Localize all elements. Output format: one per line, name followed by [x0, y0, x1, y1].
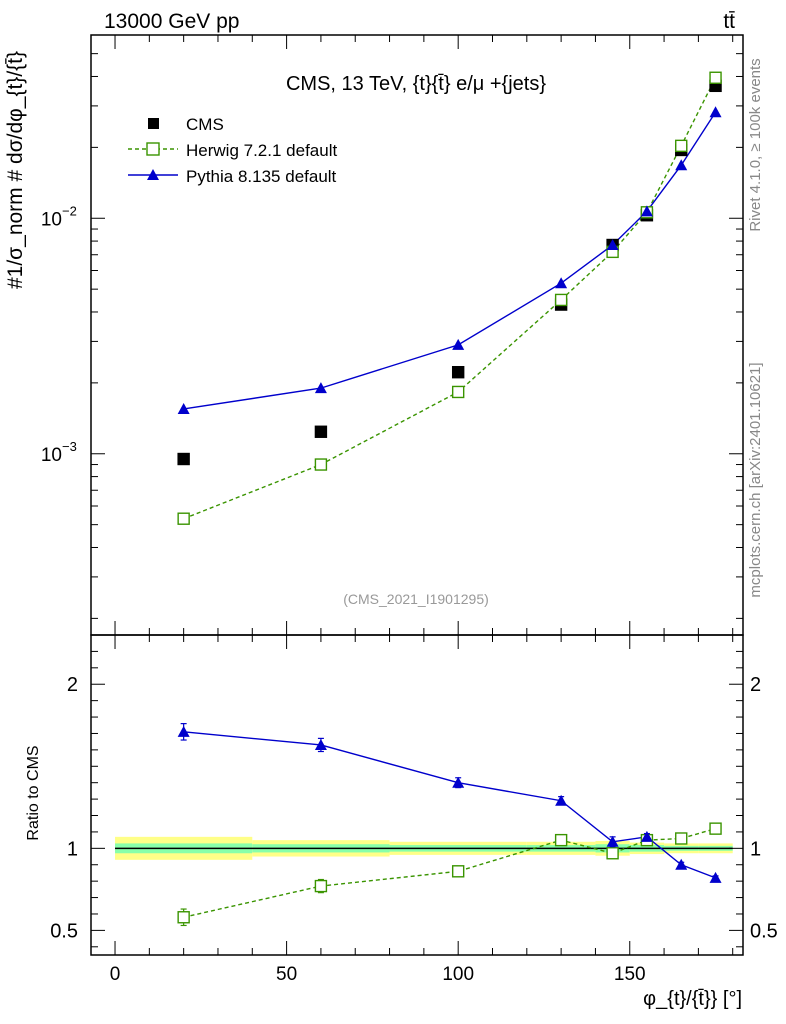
- y-tick-label: 10: [41, 445, 62, 466]
- herwig-ratio-point: [709, 822, 722, 835]
- pythia-point: [709, 106, 722, 118]
- plot-title: CMS, 13 TeV, {t}{t̄} e/μ +{jets}: [286, 73, 546, 95]
- main-axis-ticks: [91, 34, 743, 635]
- ratio-y-tick-label-left: 1: [67, 838, 78, 860]
- legend-pythia-marker: [147, 169, 159, 180]
- herwig-point: [709, 71, 722, 84]
- main-series: [177, 71, 722, 525]
- header-left: 13000 GeV pp: [104, 10, 239, 33]
- pythia-ratio-line: [183, 731, 716, 879]
- x-tick-label: 50: [276, 964, 297, 985]
- herwig-point: [554, 293, 568, 307]
- analysis-id: (CMS_2021_I1901295): [343, 591, 489, 607]
- x-tick-label: 150: [614, 964, 646, 985]
- rivet-label: Rivet 4.1.0, ≥ 100k events: [747, 58, 764, 231]
- pythia-point: [606, 238, 619, 250]
- main-panel: 10−310−210−1 CMS, 13 TeV, {t}{t̄} e/μ +{…: [4, 34, 744, 636]
- pythia-point: [675, 159, 688, 171]
- herwig-point: [314, 458, 328, 471]
- herwig-ratio-point: [177, 911, 190, 924]
- main-y-label-text: #1/σ_norm # dσ/dφ_{t}/{t̄}: [4, 51, 27, 289]
- pythia-point: [555, 277, 568, 289]
- herwig-ratio-point: [606, 847, 619, 860]
- ratio-series: [177, 723, 722, 927]
- x-tick-label: 100: [442, 964, 474, 985]
- ratio-y-tick-labels: 0.5 0.5 1 1 2 2: [50, 674, 778, 942]
- ratio-y-tick-label-left: 2: [67, 674, 78, 696]
- header-right: tt̄: [723, 10, 735, 33]
- legend-herwig-marker: [146, 142, 160, 156]
- legend-pythia-label: Pythia 8.135 default: [186, 167, 337, 186]
- legend: CMS Herwig 7.2.1 default Pythia 8.135 de…: [128, 115, 337, 186]
- x-tick-label: 0: [110, 964, 121, 985]
- pythia-ratio-point: [452, 776, 465, 788]
- herwig-point: [451, 385, 465, 399]
- herwig-point: [177, 512, 190, 525]
- pythia-ratio-point: [709, 871, 722, 883]
- cms-point: [177, 452, 190, 466]
- herwig-point: [675, 139, 688, 153]
- pythia-point: [314, 382, 327, 394]
- mcplots-label: mcplots.cern.ch [arXiv:2401.10621]: [747, 362, 764, 597]
- pythia-ratio-point: [640, 830, 653, 842]
- ratio-y-tick-label-left: 0.5: [50, 920, 78, 942]
- pythia-ratio-point: [314, 738, 327, 750]
- y-tick-exponent: −3: [62, 439, 77, 454]
- pythia-point: [177, 402, 190, 414]
- ratio-y-tick-label-right: 2: [750, 674, 761, 696]
- cms-point: [314, 425, 328, 438]
- ratio-frame: [90, 634, 744, 956]
- legend-cms-label: CMS: [186, 115, 224, 134]
- pythia-ratio-point: [606, 835, 619, 847]
- pythia-point: [452, 338, 465, 350]
- ratio-panel: 0.5 0.5 1 1 2 2 0 50 100 150 Ratio to CMS φ_{t}/…: [25, 634, 778, 1010]
- x-tick-labels: 0 50 100 150: [110, 964, 646, 985]
- y-tick-exponent: −2: [62, 203, 77, 218]
- ratio-uncertainty-band: [115, 836, 733, 860]
- pythia-ratio-point: [675, 858, 688, 870]
- herwig-ratio-point: [675, 832, 688, 845]
- herwig-ratio-point: [314, 879, 328, 893]
- pythia-ratio-point: [555, 794, 568, 806]
- cms-point: [451, 365, 465, 379]
- ratio-y-tick-label-right: 0.5: [750, 920, 778, 942]
- herwig-line: [183, 77, 717, 520]
- herwig-ratio-point: [451, 865, 465, 878]
- ratio-axis-ticks: [91, 635, 743, 955]
- ratio-y-axis-label: Ratio to CMS: [25, 745, 42, 840]
- y-tick-label: 10: [41, 209, 62, 230]
- pythia-line: [183, 111, 717, 410]
- pythia-ratio-point: [177, 725, 190, 737]
- main-y-tick-labels: 10−310−210−1: [41, 203, 77, 466]
- legend-herwig-label: Herwig 7.2.1 default: [186, 141, 337, 160]
- main-y-axis-label: #1/σ_norm # dσ/dφ_{t}/{t̄}: [4, 51, 27, 289]
- pythia-point: [640, 205, 653, 217]
- herwig-ratio-point: [554, 833, 568, 847]
- legend-cms-marker: [148, 118, 159, 129]
- ratio-y-tick-label-right: 1: [750, 838, 761, 860]
- x-axis-label: φ_{t}/{t̄}} [°]: [643, 988, 742, 1010]
